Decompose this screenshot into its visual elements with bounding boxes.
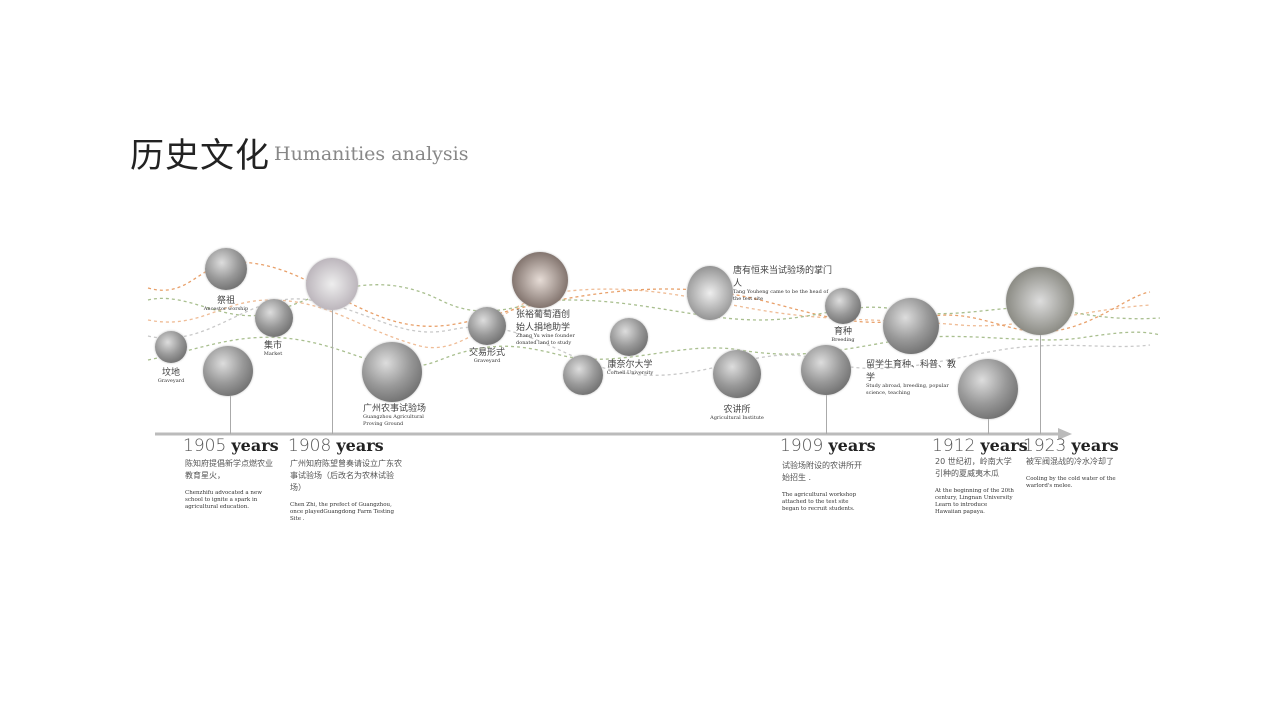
photo-graveyard (155, 331, 187, 363)
desc-1912: 20 世纪初，岭南大学引种的夏威夷木瓜 At the beginning of t… (935, 456, 1015, 516)
year-1908: 1908 years (288, 436, 384, 456)
year-unit: years (231, 436, 279, 455)
desc-en: Chenzhifu advocated a new school to igni… (185, 490, 262, 510)
year-1923: 1923 years (1023, 436, 1119, 456)
year-unit: years (828, 436, 876, 455)
year-number: 1905 (183, 436, 227, 456)
label-zhang-yu: 张裕葡萄酒创始人捐地助学 Zhang Yu wine founder donate… (516, 307, 576, 347)
label-cn: 农讲所 (723, 405, 751, 415)
orange-wave-2 (147, 288, 1151, 349)
year-1912: 1912 years (932, 436, 1028, 456)
year-1909: 1909 years (780, 436, 876, 456)
label-cn: 康奈尔大学 (607, 360, 653, 370)
label-graveyard: 坟地 Graveyard (146, 365, 196, 385)
photo-breeding (825, 288, 861, 324)
label-en: Graveyard (473, 358, 501, 364)
label-cn: 育种 (833, 327, 852, 337)
photo-1909 (801, 345, 851, 395)
label-ancestor: 祭祖 Ancestor worship (196, 293, 256, 313)
label-en: Graveyard (157, 378, 185, 384)
green-wave-3 (147, 298, 1151, 376)
photo-cornell (610, 318, 648, 356)
desc-en: Chen Zhi, the prefect of Guangzhou, once… (290, 502, 394, 522)
label-proving-ground: 广州农事试验场 Guangzhou Agricultural Proving Gr… (363, 401, 443, 428)
connector-1923 (1040, 335, 1041, 434)
label-en: Guangzhou Agricultural Proving Ground (363, 414, 424, 427)
desc-cn: 陈知府提倡新学点燃农业教育星火， (185, 459, 273, 480)
desc-en: At the beginning of the 20th century, Li… (935, 488, 1014, 515)
green-wave-1 (147, 284, 1161, 321)
page-subtitle: Humanities analysis (274, 143, 469, 165)
desc-cn: 20 世纪初，岭南大学引种的夏威夷木瓜 (935, 457, 1012, 478)
orange-wave-1 (147, 261, 1151, 333)
label-en: Breeding (831, 337, 855, 343)
label-cornell: 康奈尔大学 Cornell University (600, 357, 660, 377)
photo-proving-ground (362, 342, 422, 402)
photo-institute (713, 350, 761, 398)
year-unit: years (1071, 436, 1119, 455)
photo-market (255, 299, 293, 337)
photo-1912 (958, 359, 1018, 419)
connector-1905 (230, 396, 231, 434)
year-number: 1923 (1023, 436, 1067, 456)
year-1905: 1905 years (183, 436, 279, 456)
desc-cn: 试验场附设的农讲所开始招生 . (782, 461, 862, 482)
page-title: 历史文化 (130, 136, 270, 176)
label-trade: 交易形式 Graveyard (462, 345, 512, 365)
desc-en: Cooling by the cold water of the warlord… (1026, 476, 1116, 489)
photo-1923-portrait (1006, 267, 1074, 335)
desc-1909: 试验场附设的农讲所开始招生 . The agricultural workshop… (782, 460, 862, 513)
photo-tang-youheng (687, 266, 733, 320)
label-cn: 唐有恒来当试验场的掌门人 (733, 266, 833, 289)
photo-trade (468, 307, 506, 345)
label-en: Ancestor worship (203, 306, 249, 312)
label-cn: 集市 (263, 341, 282, 351)
green-wave-2 (147, 331, 1161, 368)
photo-ancestor-worship (205, 248, 247, 290)
photo-1905-person (203, 346, 253, 396)
label-en: Study abroad, breeding, popular science,… (866, 383, 949, 396)
label-cn: 广州农事试验场 (363, 404, 427, 414)
connector-1912 (988, 419, 989, 434)
desc-cn: 被军阀混战的冷水冷却了 (1026, 457, 1114, 466)
year-number: 1908 (288, 436, 332, 456)
desc-cn: 广州知府陈望曾奏请设立广东农事试验场（后改名为农林试验场） (290, 459, 402, 492)
label-institute: 农讲所 Agricultural Institute (702, 402, 772, 422)
connector-1909 (826, 395, 827, 434)
label-cn: 张裕葡萄酒创始人捐地助学 (516, 310, 571, 333)
label-tang: 唐有恒来当试验场的掌门人 Tang Youheng came to be the … (733, 263, 838, 303)
year-unit: years (980, 436, 1028, 455)
label-breeding: 育种 Breeding (818, 324, 868, 344)
connector-1908 (332, 310, 333, 434)
label-en: Tang Youheng came to be the head of the … (733, 289, 829, 302)
label-cn: 祭祖 (216, 296, 235, 306)
desc-en: The agricultural workshop attached to th… (782, 492, 857, 512)
desc-1908: 广州知府陈望曾奏请设立广东农事试验场（后改名为农林试验场） Chen Zhi, t… (290, 458, 405, 523)
label-cn: 留学生育种、科普、教学 (866, 360, 957, 383)
label-en: Zhang Yu wine founder donated land to st… (516, 333, 575, 346)
label-cn: 交易形式 (468, 348, 505, 358)
year-number: 1909 (780, 436, 824, 456)
desc-1923: 被军阀混战的冷水冷却了 Cooling by the cold water of … (1026, 456, 1121, 490)
year-number: 1912 (932, 436, 976, 456)
label-study-abroad: 留学生育种、科普、教学 Study abroad, breeding, popul… (866, 357, 961, 397)
label-en: Cornell University (606, 370, 654, 376)
photo-study-abroad (883, 298, 939, 354)
label-market: 集市 Market (248, 338, 298, 358)
label-en: Agricultural Institute (710, 415, 764, 421)
label-en: Market (263, 351, 283, 357)
desc-1905: 陈知府提倡新学点燃农业教育星火， Chenzhifu advocated a ne… (185, 458, 275, 511)
year-unit: years (336, 436, 384, 455)
photo-zhang-yu (512, 252, 568, 308)
photo-1908-building (306, 258, 358, 310)
photo-unlabeled (563, 355, 603, 395)
label-cn: 坟地 (161, 368, 180, 378)
axis-arrow-icon (1058, 428, 1072, 440)
